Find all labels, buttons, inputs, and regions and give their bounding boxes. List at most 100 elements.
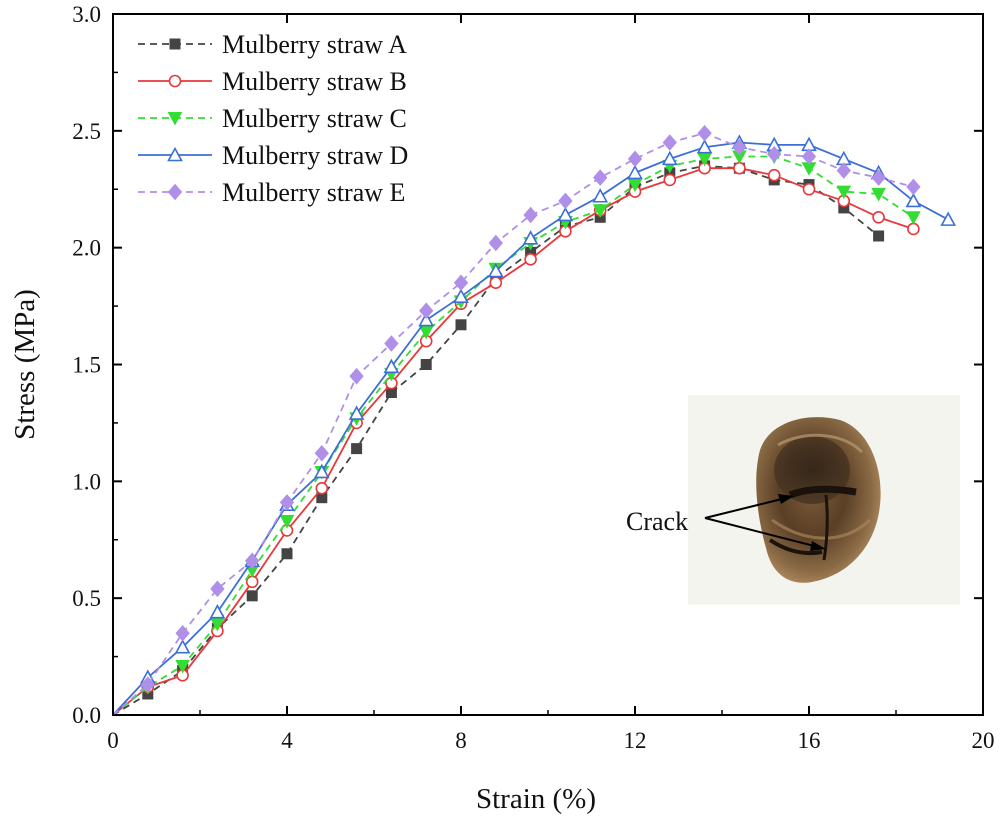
data-point <box>313 463 330 479</box>
data-point <box>661 150 678 166</box>
data-point <box>627 164 643 180</box>
data-point <box>487 262 504 278</box>
data-point <box>175 659 190 674</box>
data-point <box>627 150 643 168</box>
data-point <box>488 234 503 252</box>
x-axis-title: Strain (%) <box>476 783 596 815</box>
series-line <box>112 132 914 716</box>
data-point <box>210 580 225 598</box>
data-point <box>455 319 467 331</box>
data-point <box>836 185 852 200</box>
y-tick-label: 3.0 <box>72 2 101 27</box>
data-point <box>245 575 259 589</box>
data-point <box>279 515 295 529</box>
crack-label: Crack <box>626 507 688 536</box>
y-axis-title: Stress (MPa) <box>9 289 41 440</box>
y-tick-label: 1.0 <box>72 469 101 494</box>
data-point <box>592 188 609 203</box>
data-point <box>802 182 816 196</box>
data-point <box>906 211 921 225</box>
x-tick-label: 4 <box>281 728 293 753</box>
x-tick-label: 8 <box>455 728 467 753</box>
crack-arrowhead-2 <box>810 541 826 551</box>
legend-label: Mulberry straw A <box>222 30 407 59</box>
y-tick-label: 0.0 <box>72 703 101 728</box>
y-tick-label: 2.5 <box>72 119 101 144</box>
data-point <box>733 161 746 175</box>
data-point <box>593 169 608 186</box>
legend-label: Mulberry straw D <box>222 141 408 170</box>
legend: Mulberry straw A Mulberry straw B Mulberry… <box>138 30 408 207</box>
data-point <box>697 124 712 142</box>
data-point <box>557 206 574 222</box>
data-point <box>419 302 434 320</box>
legend-item: Mulberry straw E <box>138 178 405 207</box>
crack-annotation: Crack <box>626 494 826 551</box>
legend-item: Mulberry straw D <box>138 141 408 170</box>
y-tick-label: 0.5 <box>72 586 101 611</box>
legend-item: Mulberry straw C <box>138 104 407 133</box>
data-point <box>906 178 921 196</box>
data-point <box>348 405 365 420</box>
data-point <box>907 222 920 236</box>
legend-label: Mulberry straw B <box>222 67 407 96</box>
data-point <box>732 138 747 156</box>
data-point <box>140 676 155 693</box>
data-point <box>453 288 469 304</box>
legend-marker <box>167 112 183 126</box>
legend-marker <box>167 183 183 201</box>
data-point <box>418 311 435 327</box>
data-point <box>872 210 885 224</box>
data-point <box>523 206 538 224</box>
data-point <box>522 230 539 245</box>
data-point <box>453 274 469 291</box>
data-point <box>175 624 190 642</box>
data-point <box>209 604 226 619</box>
data-point <box>246 590 258 602</box>
legend-label: Mulberry straw C <box>222 104 407 133</box>
series-5 <box>112 124 921 716</box>
data-point <box>245 552 260 570</box>
data-point <box>836 162 851 179</box>
legend-item: Mulberry straw B <box>138 67 407 96</box>
data-point <box>349 367 364 385</box>
y-tick-label: 2.0 <box>72 236 101 261</box>
data-point <box>871 169 886 186</box>
crack-arrowhead-1 <box>778 494 794 504</box>
crack-arrow-2 <box>704 517 823 549</box>
data-point <box>558 192 573 210</box>
data-point <box>662 134 677 151</box>
data-point <box>281 548 293 560</box>
data-point <box>663 173 677 187</box>
data-point <box>940 211 957 226</box>
data-point <box>592 204 608 218</box>
data-point <box>351 443 363 455</box>
data-point <box>696 139 713 154</box>
x-tick-label: 16 <box>798 728 821 753</box>
plot-area <box>112 124 957 716</box>
data-point <box>524 253 537 266</box>
axes: 0 4 8 12 16 20 0.0 0.5 1.0 1.5 2.0 2.5 3.0 Strain (%)… <box>9 2 995 815</box>
x-tick-label: 12 <box>624 728 647 753</box>
data-point <box>767 145 782 163</box>
data-point <box>279 494 295 511</box>
x-tick-label: 20 <box>972 728 995 753</box>
legend-item: Mulberry straw A <box>138 30 407 59</box>
data-point <box>489 276 503 290</box>
legend-marker <box>167 146 183 162</box>
data-point <box>420 359 432 370</box>
data-point <box>801 148 817 165</box>
legend-label: Mulberry straw E <box>222 178 405 207</box>
x-tick-label: 0 <box>107 728 119 753</box>
series-line <box>112 164 880 716</box>
legend-marker <box>169 38 181 50</box>
data-point <box>383 358 400 374</box>
data-point <box>314 445 329 462</box>
data-point <box>873 230 885 242</box>
data-point <box>174 639 191 654</box>
data-point <box>871 187 886 202</box>
data-point <box>384 335 399 352</box>
data-point <box>767 168 781 182</box>
crack-arrow-1 <box>704 496 791 519</box>
